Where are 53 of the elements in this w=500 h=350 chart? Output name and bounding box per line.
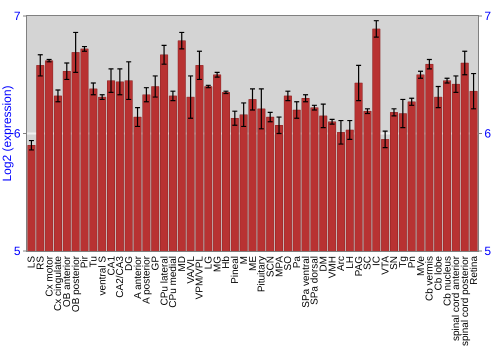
x-tick-label: spinal cord posterior [460,255,471,346]
x-tick-label: OB anterior [62,255,74,308]
x-tick-label: M [238,256,250,264]
x-tick-label: Cb lobe [433,256,444,290]
x-tick-label: Pineal [230,256,242,284]
x-tick-label: LG [204,256,215,270]
x-tick-label: SN [389,256,400,270]
x-tick-label: Pa [292,256,303,268]
x-tick-label: LS [26,256,38,268]
x-tick-label: SCN [265,256,276,278]
x-tick-label: A anterior [132,255,144,299]
x-tick-label: Cb nucleus [442,256,454,306]
x-tick-label: Hb [221,256,232,269]
x-tick-label: Cx cingulate [53,256,64,312]
y2-tick-label: 5 [484,244,492,258]
x-tick-label: GP [150,256,162,270]
x-tick-label: A posterior [142,255,153,304]
x-tick-label: Retina [468,256,480,285]
y-tick-label: 7 [14,9,21,24]
x-tick-label: MVe [416,256,427,276]
x-tick-label: Tg [398,256,410,268]
x-tick-label: ME [248,256,259,271]
x-tick-label: VMH [327,256,338,278]
x-tick-label: DM [318,256,330,272]
x-tick-label: SC [362,256,374,270]
x-tick-label: MD [177,256,188,272]
x-tick-label: Pir [80,255,91,268]
x-tick-label: LH [345,256,356,269]
x-tick-label: Pituitary [256,256,268,292]
x-tick-label: CPu medial [168,256,180,308]
y-axis-title: Log2 (expression) [0,85,14,182]
x-tick-label: CA2/CA3 [115,256,126,298]
x-tick-label: IC [372,256,383,266]
x-tick-label: Tu [88,256,100,268]
x-tick-label: VPM/VPL [194,256,206,300]
x-tick-label: MG [212,256,224,272]
x-tick-label: SPa dorsal [310,256,321,305]
y2-tick-label: 6 [484,126,492,141]
x-tick-label: ventral S [97,256,108,296]
y-tick-label: 6 [14,126,21,141]
x-tick-label: DG [124,256,135,271]
x-tick-label: Arc [336,256,348,271]
x-tick-label: RS [36,256,47,270]
x-tick-label: PAG [354,256,365,276]
y-tick-label: 5 [14,244,21,258]
x-tick-label: CA1 [106,256,118,276]
x-tick-label: Pn [406,256,418,268]
x-tick-label: SO [283,256,294,270]
x-tick-label: MPA [274,256,286,277]
y2-tick-label: 7 [484,9,492,24]
x-tick-label: VTA [380,256,392,275]
x-tick-label: OB posterior [70,255,82,312]
x-tick-label: spinal cord anterior [451,255,462,342]
